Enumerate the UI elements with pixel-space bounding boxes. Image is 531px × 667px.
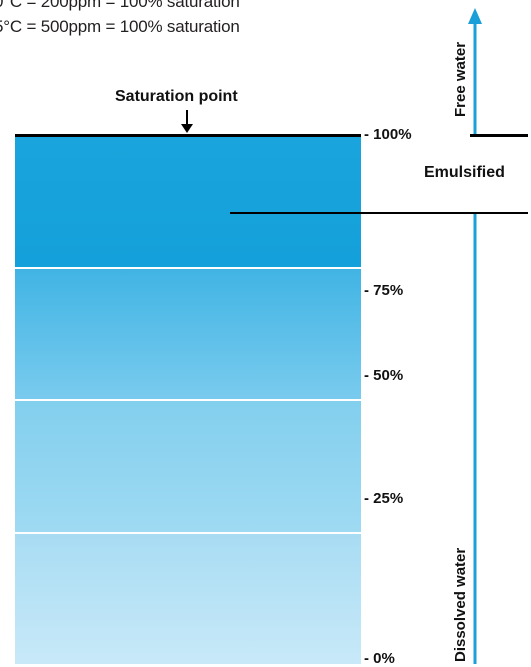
band-0-25: [15, 534, 361, 664]
header-line-2: 5°C = 500ppm = 100% saturation: [0, 17, 240, 36]
emulsified-band: [15, 137, 361, 267]
free-water-boundary-line: [470, 134, 528, 137]
arrow-down-icon: [181, 110, 193, 133]
arrow-up-icon: [468, 8, 482, 134]
emulsified-boundary-line: [230, 212, 528, 214]
free-water-label: Free water: [452, 41, 469, 117]
tick-25: - 25%: [364, 490, 404, 507]
tick-0: - 0%: [364, 650, 395, 667]
emulsified-label: Emulsified: [424, 164, 505, 181]
tick-75: - 75%: [364, 282, 404, 299]
band-50-75: [15, 269, 361, 399]
header-line-1: 0°C = 200ppm = 100% saturation: [0, 0, 240, 11]
band-25-50: [15, 401, 361, 532]
saturation-point-label: Saturation point: [115, 88, 238, 105]
tick-100: - 100%: [364, 126, 412, 143]
tick-50: - 50%: [364, 367, 404, 384]
saturation-line: [15, 134, 361, 137]
dissolved-water-label: Dissolved water: [452, 547, 469, 662]
